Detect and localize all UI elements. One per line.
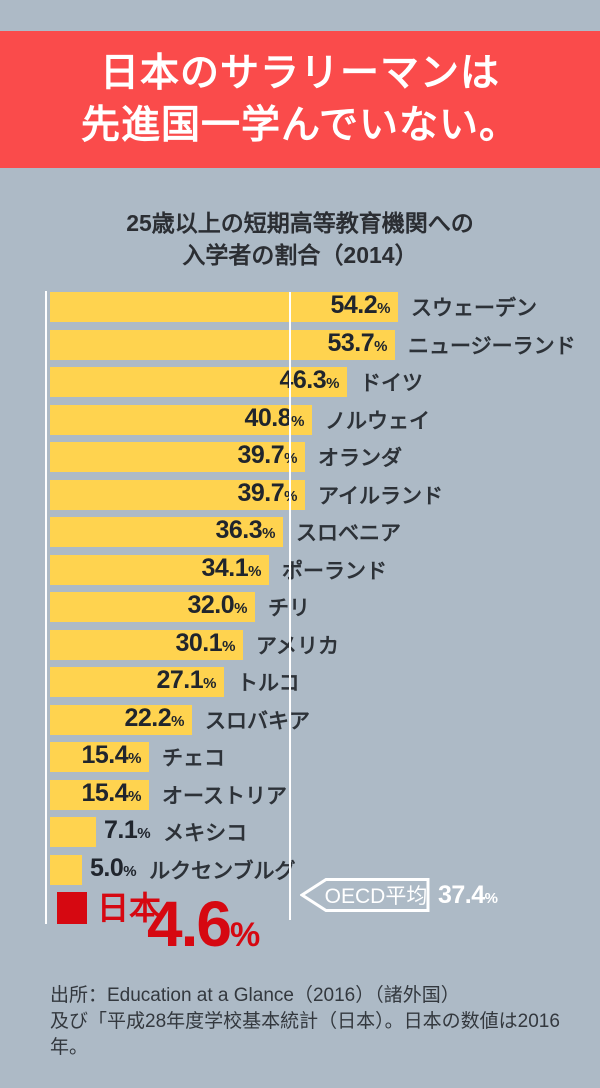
bar-row: 32.0%チリ [50, 591, 310, 622]
bar-row: 46.3% ドイツ [50, 366, 423, 397]
value-label: 34.1% [201, 553, 261, 582]
japan-percent-sign: % [229, 916, 261, 954]
value-label: 32.0% [187, 591, 247, 619]
bar-row: 34.1% ポーランド [50, 553, 387, 585]
chart-title: 25歳以上の短期高等教育機関への 入学者の割合（2014） [0, 207, 600, 271]
japan-label: 日本 [97, 890, 162, 926]
bar-row: 39.7% アイルランド [50, 478, 443, 510]
value-label: 54.2% [330, 291, 390, 319]
bar-row: 15.4% オーストリア [50, 778, 287, 810]
bar: 15.4% [50, 741, 149, 772]
bar: 39.7% [50, 478, 305, 510]
country-label: アメリカ [256, 634, 339, 658]
country-label: オーストリア [162, 784, 287, 808]
bar: 27.1% [50, 666, 224, 697]
value-label: 40.8% [244, 403, 304, 432]
value-label: 30.1% [175, 628, 235, 657]
bar-row: 39.7% オランダ [50, 441, 402, 472]
japan-bar [57, 892, 87, 924]
bar-row: 30.1% アメリカ [50, 628, 339, 660]
country-label: スウェーデン [411, 297, 537, 320]
country-label: スロベニア [296, 522, 401, 545]
oecd-average-badge: OECD平均 [300, 877, 430, 913]
bar: 15.4% [50, 778, 149, 810]
value-label: 15.4% [81, 778, 141, 807]
country-label: ドイツ [360, 372, 423, 395]
japan-value-digits: 4.6 [147, 888, 232, 960]
axis-baseline [44, 291, 47, 924]
oecd-average-value: 37.4% [438, 877, 498, 913]
country-label: スロバキア [205, 709, 310, 733]
oecd-badge-label: OECD平均 [324, 885, 428, 908]
bar-row: 53.7% ニュージーランド [50, 328, 576, 360]
value-label: 22.2% [124, 703, 184, 732]
bar-row: 36.3% スロベニア [50, 516, 401, 547]
left-arrow-tag-icon [300, 878, 430, 912]
bar-row: 15.4% チェコ [50, 741, 225, 772]
value-label: 15.4% [81, 741, 141, 769]
value-label: 53.7% [327, 328, 387, 357]
source-line-2: 及び「平成28年度学校基本統計（日本）。日本の数値は2016年。 [50, 1011, 560, 1058]
country-label: アイルランド [318, 484, 443, 508]
chart-title-line-2: 入学者の割合（2014） [182, 242, 418, 268]
value-label: 39.7% [237, 441, 297, 469]
bar: 53.7% [50, 328, 395, 360]
japan-value: 4.6% [147, 892, 261, 968]
bar: 46.3% [50, 366, 347, 397]
bar-row: 5.0% ルクセンブルグ [50, 853, 296, 885]
bar-row: 27.1% トルコ [50, 666, 300, 697]
headline-line-2: 先進国一学んでいない。 [80, 103, 520, 147]
value-label: 27.1% [156, 666, 216, 694]
oecd-average-line [288, 292, 292, 920]
country-label: ニュージーランド [408, 334, 576, 358]
oecd-percent-sign: % [484, 890, 498, 907]
headline-line-1: 日本のサラリーマンは [99, 51, 500, 95]
bar [50, 854, 82, 885]
bar-row: 22.2% スロバキア [50, 703, 310, 735]
bar-row: 40.8% ノルウェイ [50, 403, 430, 435]
bar: 22.2% [50, 703, 192, 735]
country-label: ルクセンブルグ [149, 859, 296, 883]
value-label: 46.3% [279, 366, 339, 394]
bar: 34.1% [50, 553, 269, 585]
bar [50, 817, 96, 847]
bar-row: 54.2% スウェーデン [50, 291, 537, 322]
bar-chart: 54.2% スウェーデン 53.7% ニュージーランド 46.3% ドイツ 40.8% ノルウ… [0, 291, 600, 956]
bar: 36.3% [50, 516, 283, 547]
bar: 40.8% [50, 403, 312, 435]
country-label: トルコ [237, 672, 300, 695]
bar: 32.0% [50, 591, 255, 622]
bar: 39.7% [50, 441, 305, 472]
country-label: チェコ [162, 747, 225, 770]
bar: 54.2% [50, 291, 398, 322]
bar-row: 7.1% メキシコ [50, 816, 248, 847]
value-label: 5.0% [90, 853, 137, 882]
oecd-value-digits: 37.4 [438, 881, 485, 909]
country-label: ポーランド [282, 559, 387, 583]
source-line-1: 出所：Education at a Glance（2016）（諸外国） [50, 985, 460, 1006]
value-label: 36.3% [215, 516, 275, 544]
country-label: メキシコ [163, 822, 248, 845]
bar: 30.1% [50, 628, 243, 660]
country-label: オランダ [318, 447, 402, 470]
source-note: 出所：Education at a Glance（2016）（諸外国） 及び「平… [50, 983, 570, 1061]
country-label: ノルウェイ [325, 409, 430, 433]
headline-banner: 日本のサラリーマンは 先進国一学んでいない。 [0, 31, 600, 168]
value-label: 39.7% [237, 478, 297, 507]
chart-title-line-1: 25歳以上の短期高等教育機関への [126, 210, 474, 236]
value-label: 7.1% [104, 816, 151, 844]
